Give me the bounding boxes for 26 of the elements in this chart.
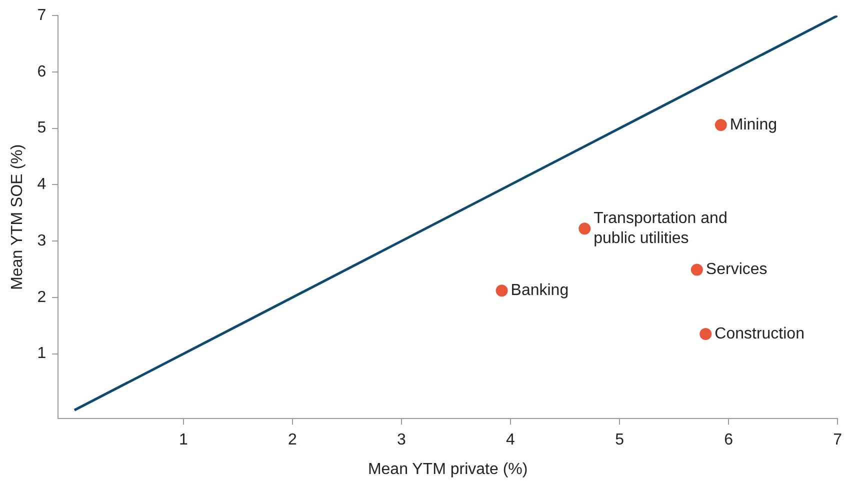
x-tick-label: 4	[506, 432, 516, 449]
x-tick-label: 5	[615, 432, 624, 449]
point	[496, 284, 508, 297]
point	[714, 118, 727, 131]
annotation: Mining	[730, 116, 778, 134]
x-tick-label: 7	[833, 432, 842, 449]
x-tick-label: 6	[724, 432, 734, 449]
x-tick-label: 2	[288, 432, 298, 449]
point	[578, 222, 591, 235]
y-tick-label: 2	[37, 288, 46, 306]
annotation: Banking	[510, 282, 569, 300]
annotation: Services	[706, 261, 768, 278]
y-tick-label: 6	[37, 63, 46, 80]
y-axis-title: Mean YTM SOE (%)	[9, 144, 26, 290]
y-tick-label: 3	[37, 232, 46, 250]
annotation: Transportation and public utilities	[594, 210, 728, 248]
x-tick-label: 3	[397, 432, 406, 449]
point	[700, 328, 712, 340]
x-axis-title: Mean YTM private (%)	[368, 460, 528, 478]
y-tick-label: 1	[37, 345, 46, 362]
point	[690, 264, 703, 276]
y-tick-label: 4	[37, 176, 46, 194]
y-tick-label: 7	[37, 7, 46, 24]
x-tick-label: 1	[179, 432, 188, 449]
y-tick-label: 5	[37, 120, 46, 137]
annotation: Construction	[714, 325, 804, 342]
